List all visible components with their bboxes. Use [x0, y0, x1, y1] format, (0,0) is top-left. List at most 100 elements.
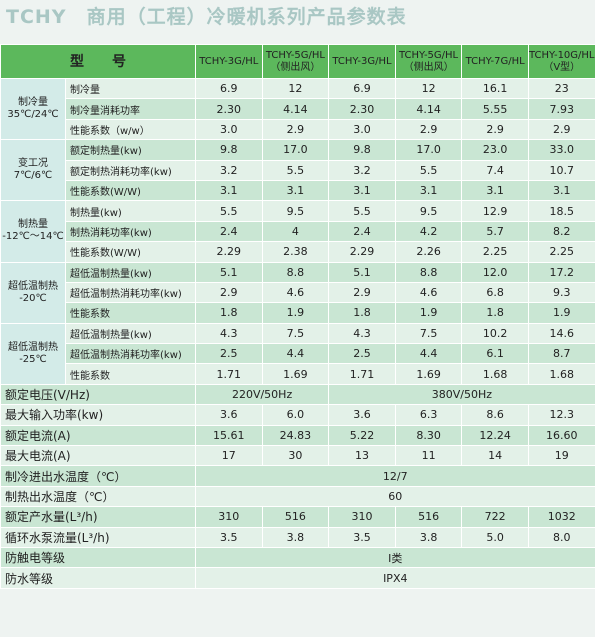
value-cell: 5.55 — [461, 98, 529, 120]
row-label: 超低温制热量(kw) — [65, 261, 196, 283]
row-label: 性能系数 — [65, 302, 196, 324]
value-cell: 4.6 — [261, 281, 330, 304]
value-cell: 3.8 — [394, 526, 463, 548]
spec-row: 额定产水量(L³/h) 310 516 310 516 722 1032 — [0, 506, 595, 528]
value-cell: 18.5 — [527, 200, 595, 222]
value-cell: 6.0 — [261, 404, 330, 426]
value-cell: 9.5 — [261, 200, 330, 222]
data-row: 制热消耗功率(kw) 2.4 4 2.4 4.2 5.7 8.2 — [1, 220, 595, 243]
row-label: 超低温制热消耗功率(kw) — [65, 343, 196, 365]
value-cell: 2.9 — [328, 281, 396, 304]
spec-row: 循环水泵流量(L³/h) 3.5 3.8 3.5 3.8 5.0 8.0 — [0, 526, 595, 548]
value-cell: 5.0 — [461, 526, 529, 548]
value-cell: 1.9 — [261, 302, 330, 324]
value-cell: 722 — [461, 506, 529, 528]
value-cell: 30 — [261, 445, 330, 467]
value-cell: 380V/50Hz — [328, 383, 595, 406]
value-cell: 3.2 — [328, 159, 396, 181]
value-cell: 4.3 — [195, 322, 263, 345]
model-name: TCHY-3G/HL — [328, 44, 396, 79]
value-cell: 4 — [261, 220, 330, 243]
value-cell: 14.6 — [527, 322, 595, 345]
value-cell: 9.8 — [195, 139, 263, 161]
value-cell: 6.9 — [195, 77, 263, 100]
value-cell: 6.9 — [328, 77, 396, 100]
value-cell: 12.0 — [461, 261, 529, 283]
value-cell: 2.9 — [527, 118, 595, 141]
value-cell: 16.1 — [461, 77, 529, 100]
value-cell: I类 — [195, 546, 595, 569]
spec-label: 制热出水温度（℃） — [0, 485, 196, 508]
spec-row: 额定电压(V/Hz) 220V/50Hz 380V/50Hz — [0, 383, 595, 406]
value-cell: 14 — [461, 445, 529, 467]
value-cell: 23 — [527, 77, 595, 100]
value-cell: 6.1 — [461, 343, 529, 365]
value-cell: 3.6 — [195, 404, 263, 426]
data-row: 性能系数(W/W) 2.29 2.38 2.29 2.26 2.25 2.25 — [1, 241, 595, 263]
value-cell: 310 — [328, 506, 396, 528]
row-label: 性能系数 — [65, 363, 196, 385]
value-cell: 9.5 — [394, 200, 463, 222]
spec-label: 额定电压(V/Hz) — [0, 383, 196, 406]
value-cell: 12.24 — [461, 424, 529, 447]
value-cell: 8.2 — [527, 220, 595, 243]
value-cell: 2.25 — [527, 241, 595, 263]
row-label: 性能系数（w/w） — [65, 118, 196, 141]
value-cell: 3.6 — [328, 404, 396, 426]
value-cell: 3.0 — [328, 118, 396, 141]
data-row: 制热量 -12℃～14℃ 制热量(kw) 5.5 9.5 5.5 9.5 12.9 18.5 — [0, 200, 595, 263]
spec-label: 额定电流(A) — [0, 424, 196, 447]
value-cell: 2.9 — [261, 118, 330, 141]
value-cell: 6.8 — [461, 281, 529, 304]
value-cell: 6.3 — [394, 404, 463, 426]
value-cell: 5.5 — [261, 159, 330, 181]
value-cell: 1.9 — [394, 302, 463, 324]
value-cell: 310 — [195, 506, 263, 528]
value-cell: 10.2 — [461, 322, 529, 345]
value-cell: 1.68 — [461, 363, 529, 385]
value-cell: 220V/50Hz — [194, 383, 330, 406]
group-label: 制热量 -12℃～14℃ — [0, 200, 66, 263]
data-row: 性能系数 1.71 1.69 1.71 1.69 1.68 1.68 — [1, 363, 595, 385]
value-cell: 13 — [328, 445, 396, 467]
value-cell: 3.1 — [394, 179, 463, 202]
value-cell: 12 — [394, 77, 463, 100]
value-cell: 5.5 — [394, 159, 463, 181]
value-cell: 4.3 — [328, 322, 396, 345]
value-cell: 16.60 — [527, 424, 595, 447]
group-label: 变工况 7℃/6℃ — [0, 139, 66, 202]
value-cell: 11 — [394, 445, 463, 467]
value-cell: 3.1 — [195, 179, 263, 202]
row-label: 额定制热消耗功率(kw) — [65, 159, 196, 181]
model-name: TCHY-7G/HL — [461, 44, 529, 79]
data-row: 制冷量 35℃/24℃ 制冷量 6.9 12 6.9 12 16.1 23 — [0, 77, 595, 141]
value-cell: 1.8 — [328, 302, 396, 324]
value-cell: 2.38 — [261, 241, 330, 263]
data-row: 超低温制热 -25℃ 超低温制热量(kw) 4.3 7.5 4.3 7.5 10.2 14.6 — [0, 322, 595, 385]
value-cell: 4.4 — [261, 343, 330, 365]
value-cell: 516 — [261, 506, 330, 528]
value-cell: IPX4 — [195, 567, 595, 589]
value-cell: 7.4 — [461, 159, 529, 181]
model-name: TCHY-10G/HL （V型） — [527, 44, 595, 79]
value-cell: 2.25 — [461, 241, 529, 263]
spec-label: 制冷进出水温度（℃） — [0, 465, 196, 487]
value-cell: 1.71 — [328, 363, 396, 385]
value-cell: 12.9 — [461, 200, 529, 222]
value-cell: 1032 — [527, 506, 595, 528]
value-cell: 8.30 — [394, 424, 463, 447]
value-cell: 7.93 — [527, 98, 595, 120]
spec-label: 最大输入功率(kw) — [0, 404, 196, 426]
value-cell: 2.5 — [328, 343, 396, 365]
value-cell: 2.29 — [328, 241, 396, 263]
spec-row: 最大输入功率(kw) 3.6 6.0 3.6 6.3 8.6 12.3 — [0, 404, 595, 426]
spec-row: 制冷进出水温度（℃） 12/7 — [0, 465, 595, 487]
value-cell: 4.4 — [394, 343, 463, 365]
value-cell: 7.5 — [261, 322, 330, 345]
data-row: 额定制热消耗功率(kw) 3.2 5.5 3.2 5.5 7.4 10.7 — [1, 159, 595, 181]
value-cell: 1.9 — [527, 302, 595, 324]
spec-row: 制热出水温度（℃） 60 — [0, 485, 595, 508]
model-name: TCHY-5G/HL （侧出风） — [261, 44, 330, 79]
spec-label: 防触电等级 — [0, 546, 196, 569]
value-cell: 10.7 — [527, 159, 595, 181]
